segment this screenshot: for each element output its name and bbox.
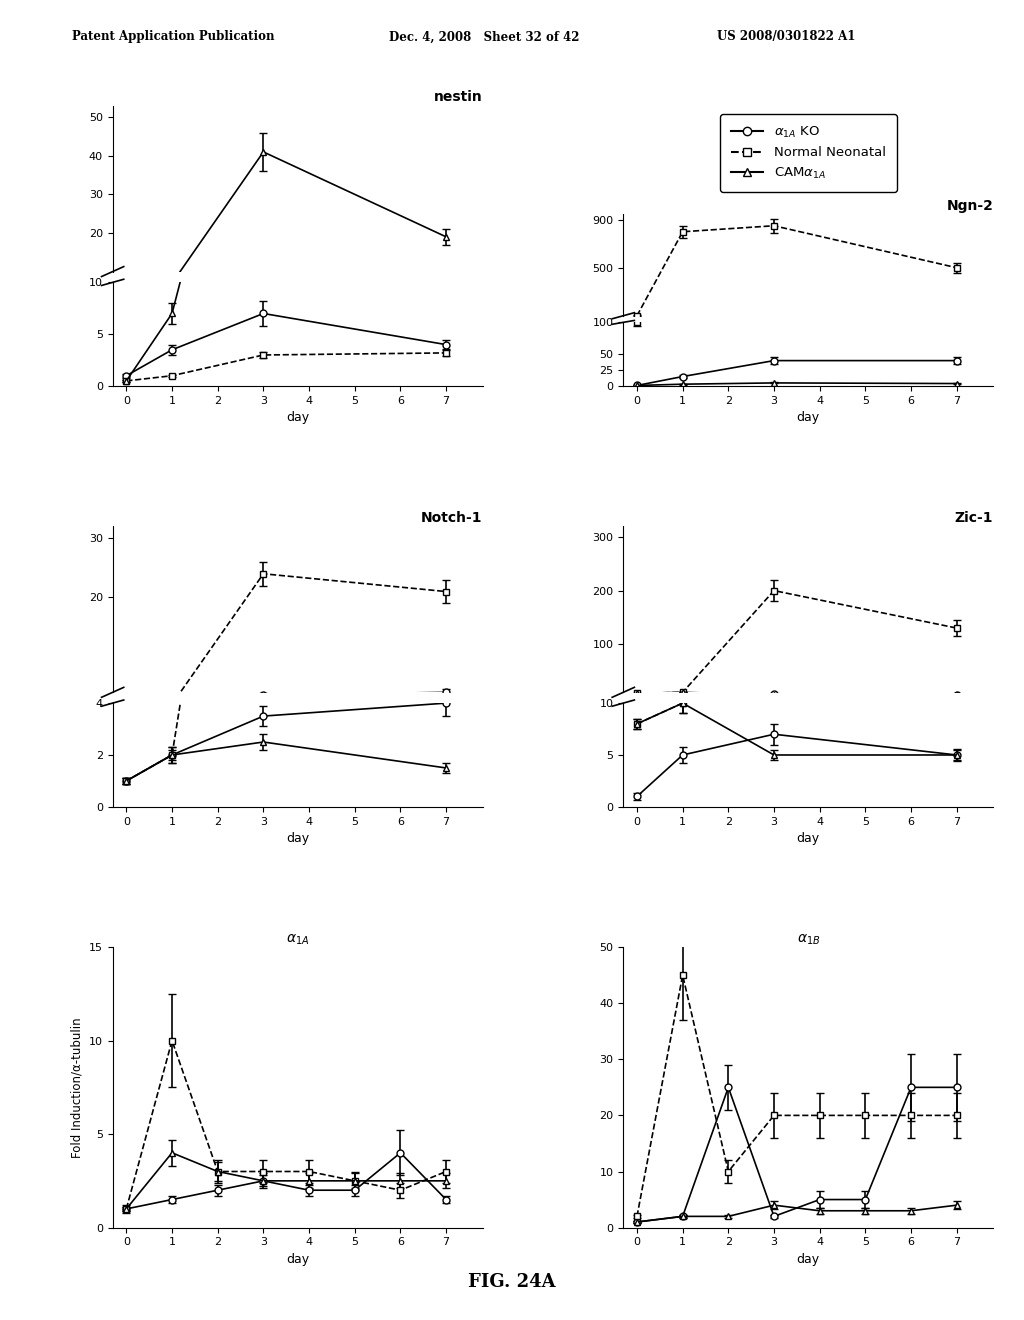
Text: Zic-1: Zic-1 bbox=[954, 511, 993, 525]
X-axis label: day: day bbox=[286, 412, 309, 424]
Legend: $\alpha_{1A}$ KO, Normal Neonatal, CAM$\alpha_{1A}$: $\alpha_{1A}$ KO, Normal Neonatal, CAM$\… bbox=[720, 115, 897, 191]
X-axis label: day: day bbox=[797, 832, 820, 845]
Text: Dec. 4, 2008   Sheet 32 of 42: Dec. 4, 2008 Sheet 32 of 42 bbox=[389, 30, 580, 44]
Title: $\alpha_{1B}$: $\alpha_{1B}$ bbox=[797, 933, 820, 946]
X-axis label: day: day bbox=[286, 832, 309, 845]
Text: Notch-1: Notch-1 bbox=[421, 511, 482, 525]
Text: FIG. 24A: FIG. 24A bbox=[468, 1272, 556, 1291]
Title: $\alpha_{1A}$: $\alpha_{1A}$ bbox=[286, 933, 309, 946]
Text: nestin: nestin bbox=[434, 91, 482, 104]
Text: Ngn-2: Ngn-2 bbox=[946, 198, 993, 213]
Text: Patent Application Publication: Patent Application Publication bbox=[72, 30, 274, 44]
X-axis label: day: day bbox=[797, 412, 820, 424]
X-axis label: day: day bbox=[286, 1253, 309, 1266]
X-axis label: day: day bbox=[797, 1253, 820, 1266]
Y-axis label: Fold Induction/α-tubulin: Fold Induction/α-tubulin bbox=[71, 1016, 83, 1158]
Text: US 2008/0301822 A1: US 2008/0301822 A1 bbox=[717, 30, 855, 44]
